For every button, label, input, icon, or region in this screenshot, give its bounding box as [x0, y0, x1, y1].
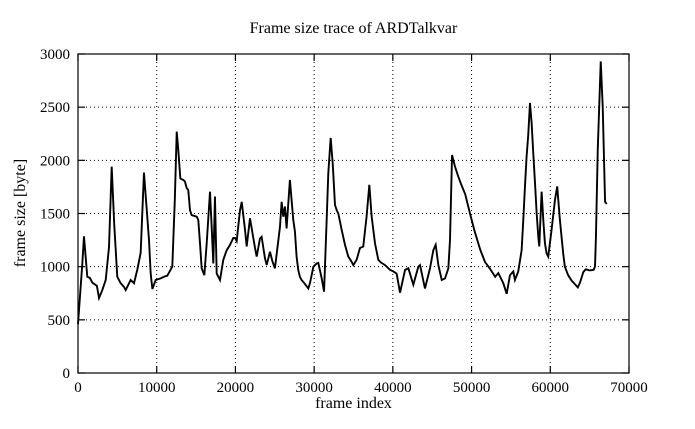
y-tick-label: 0: [63, 366, 71, 382]
y-tick-label: 1000: [40, 260, 70, 276]
y-tick-label: 1500: [40, 207, 70, 223]
x-tick-label: 20000: [217, 380, 255, 396]
y-tick-label: 2000: [40, 153, 70, 169]
x-tick-label: 30000: [295, 380, 333, 396]
x-tick-label: 0: [74, 380, 82, 396]
data-line: [77, 61, 608, 325]
chart-title: Frame size trace of ARDTalkvar: [249, 20, 458, 37]
x-tick-label: 50000: [453, 380, 491, 396]
y-tick-label: 500: [48, 313, 71, 329]
x-tick-label: 60000: [532, 380, 570, 396]
x-tick-label: 70000: [610, 380, 648, 396]
x-tick-label: 40000: [374, 380, 412, 396]
x-axis-label: frame index: [315, 395, 392, 412]
y-tick-label: 3000: [40, 47, 70, 63]
x-tick-label: 10000: [138, 380, 176, 396]
y-tick-label: 2500: [40, 100, 70, 116]
